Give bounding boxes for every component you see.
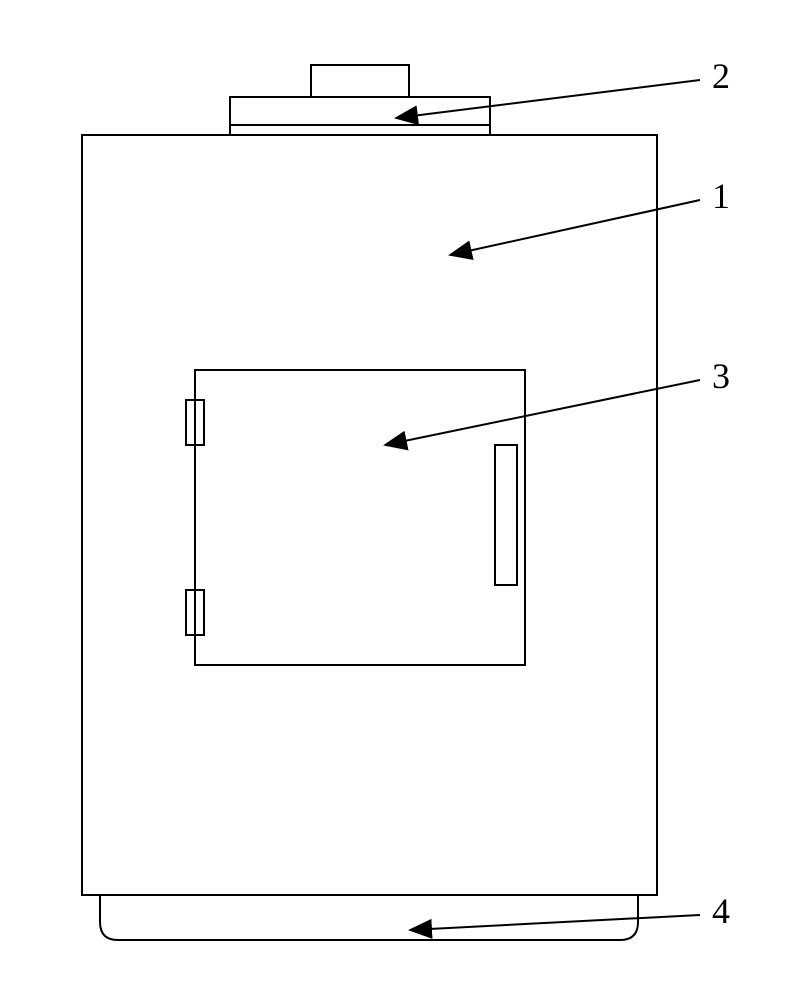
annotation-arrow-3 xyxy=(385,380,700,445)
annotation-label-4: 4 xyxy=(712,890,730,932)
annotation-arrows xyxy=(385,80,700,930)
top-knob xyxy=(311,65,409,97)
device-outline xyxy=(82,65,657,940)
top-plate xyxy=(230,97,490,135)
annotation-label-2: 2 xyxy=(712,55,730,97)
technical-diagram xyxy=(0,0,786,1000)
main-body xyxy=(82,135,657,895)
door-handle xyxy=(495,445,517,585)
annotation-arrow-1 xyxy=(450,200,700,255)
base-tray xyxy=(100,895,638,940)
annotation-label-1: 1 xyxy=(712,175,730,217)
door xyxy=(195,370,525,665)
annotation-arrow-4 xyxy=(410,915,700,930)
annotation-label-3: 3 xyxy=(712,355,730,397)
annotation-arrow-2 xyxy=(396,80,700,118)
